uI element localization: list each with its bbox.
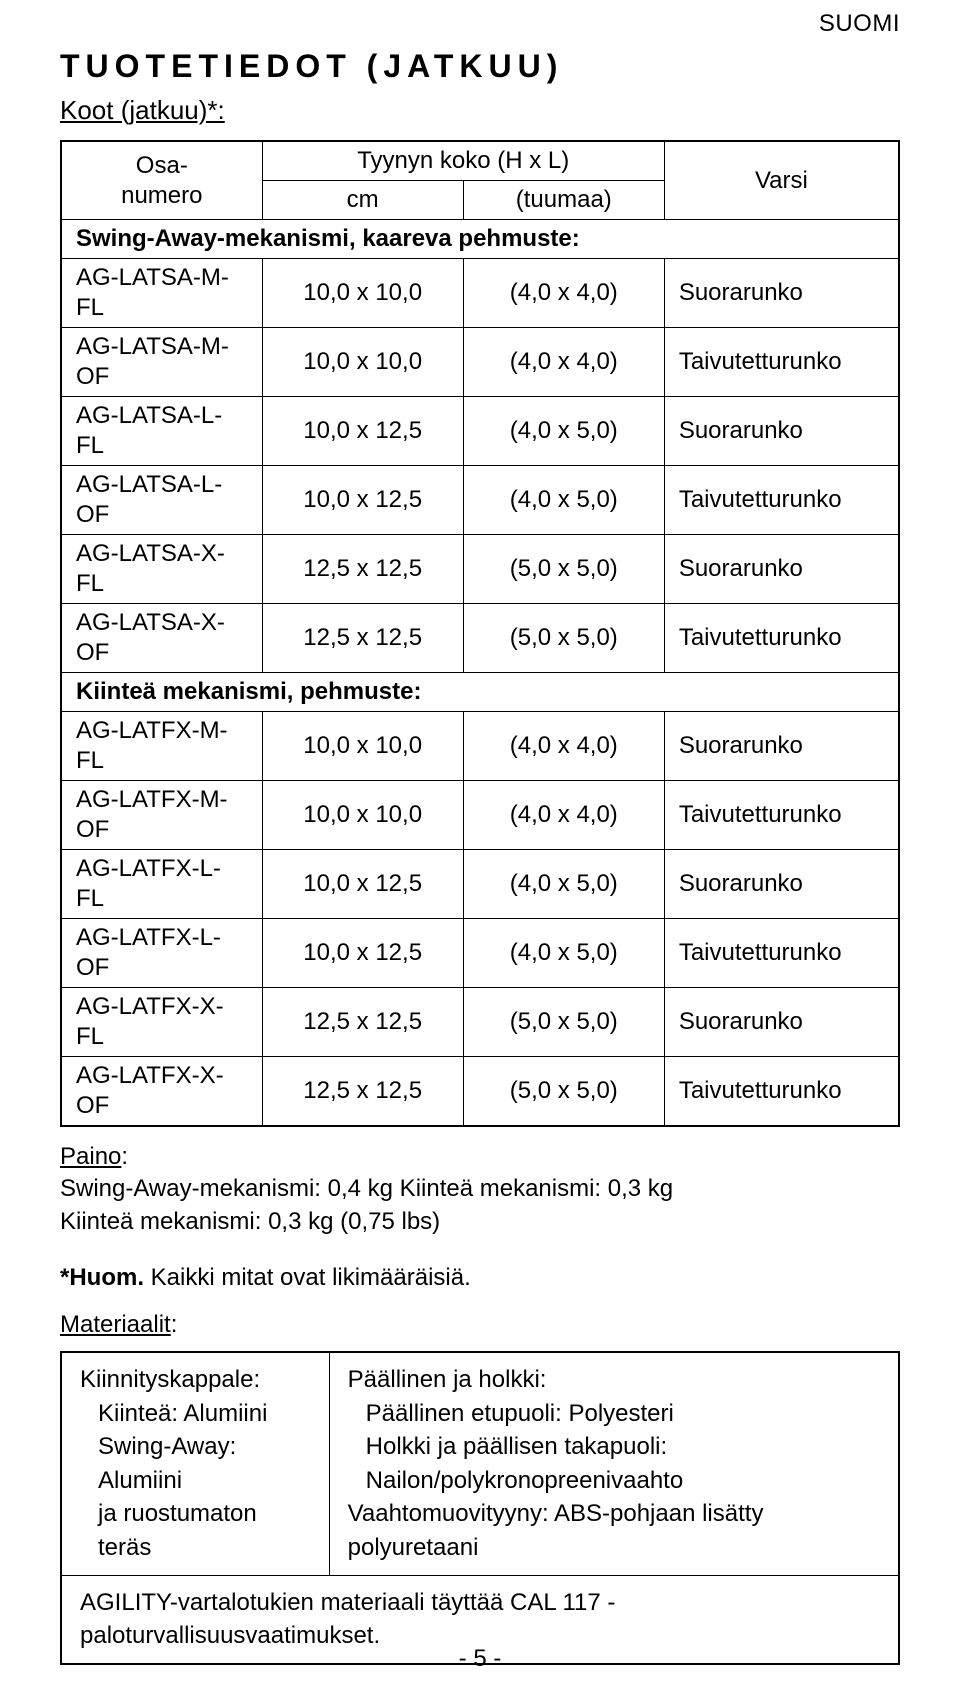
cell-arm: Taivutetturunko	[664, 781, 899, 850]
cell-cm: 12,5 x 12,5	[262, 604, 463, 673]
cell-in: (4,0 x 5,0)	[463, 466, 664, 535]
materials-left-title: Kiinnityskappale:	[80, 1366, 260, 1393]
cell-in: (4,0 x 5,0)	[463, 850, 664, 919]
cell-part: AG-LATFX-X-FL	[61, 988, 262, 1057]
page-number: - 5 -	[0, 1645, 960, 1673]
sizes-heading: Koot (jatkuu)*:	[60, 95, 900, 126]
th-part: Osa- numero	[61, 141, 262, 220]
cell-part: AG-LATFX-X-OF	[61, 1057, 262, 1127]
cell-in: (4,0 x 5,0)	[463, 919, 664, 988]
cell-in: (5,0 x 5,0)	[463, 535, 664, 604]
cell-in: (5,0 x 5,0)	[463, 1057, 664, 1127]
table-row: AG-LATSA-L-OF10,0 x 12,5(4,0 x 5,0)Taivu…	[61, 466, 899, 535]
cell-in: (4,0 x 4,0)	[463, 781, 664, 850]
th-size-group: Tyynyn koko (H x L)	[262, 141, 664, 181]
cell-cm: 10,0 x 12,5	[262, 850, 463, 919]
cell-arm: Suorarunko	[664, 397, 899, 466]
th-arm: Varsi	[664, 141, 899, 220]
cell-part: AG-LATSA-X-FL	[61, 535, 262, 604]
cell-cm: 10,0 x 12,5	[262, 466, 463, 535]
cell-cm: 12,5 x 12,5	[262, 535, 463, 604]
note-text: Kaikki mitat ovat likimääräisiä.	[144, 1264, 471, 1291]
cell-part: AG-LATSA-L-FL	[61, 397, 262, 466]
cell-cm: 12,5 x 12,5	[262, 988, 463, 1057]
cell-in: (5,0 x 5,0)	[463, 988, 664, 1057]
materials-right-item: Vaahtomuovityyny: ABS-pohjaan lisätty po…	[348, 1497, 880, 1564]
cell-arm: Taivutetturunko	[664, 919, 899, 988]
table-row: AG-LATSA-L-FL10,0 x 12,5(4,0 x 5,0)Suora…	[61, 397, 899, 466]
materials-left-item: Kiinteä: Alumiini	[80, 1397, 311, 1431]
cell-part: AG-LATSA-M-OF	[61, 328, 262, 397]
cell-arm: Suorarunko	[664, 712, 899, 781]
table-row: AG-LATFX-M-OF10,0 x 10,0(4,0 x 4,0)Taivu…	[61, 781, 899, 850]
cell-part: AG-LATFX-M-OF	[61, 781, 262, 850]
cell-arm: Taivutetturunko	[664, 604, 899, 673]
cell-in: (4,0 x 4,0)	[463, 712, 664, 781]
materials-left-cell: Kiinnityskappale: Kiinteä: Alumiini Swin…	[61, 1352, 329, 1575]
th-cm: cm	[262, 181, 463, 220]
cell-arm: Taivutetturunko	[664, 1057, 899, 1127]
weight-line1: Swing-Away-mekanismi: 0,4 kg Kiinteä mek…	[60, 1175, 673, 1202]
table-row: AG-LATSA-X-FL12,5 x 12,5(5,0 x 5,0)Suora…	[61, 535, 899, 604]
cell-part: AG-LATSA-X-OF	[61, 604, 262, 673]
table-row: AG-LATSA-M-OF10,0 x 10,0(4,0 x 4,0)Taivu…	[61, 328, 899, 397]
weight-label: Paino	[60, 1143, 121, 1170]
cell-cm: 10,0 x 12,5	[262, 919, 463, 988]
materials-heading: Materiaalit:	[60, 1309, 900, 1341]
cell-part: AG-LATSA-M-FL	[61, 259, 262, 328]
cell-arm: Suorarunko	[664, 988, 899, 1057]
weight-block: Paino: Swing-Away-mekanismi: 0,4 kg Kiin…	[60, 1141, 900, 1238]
table-row: AG-LATSA-M-FL10,0 x 10,0(4,0 x 4,0)Suora…	[61, 259, 899, 328]
cell-cm: 12,5 x 12,5	[262, 1057, 463, 1127]
cell-part: AG-LATFX-M-FL	[61, 712, 262, 781]
cell-cm: 10,0 x 12,5	[262, 397, 463, 466]
table-row: AG-LATFX-X-OF12,5 x 12,5(5,0 x 5,0)Taivu…	[61, 1057, 899, 1127]
table-section-title: Swing-Away-mekanismi, kaareva pehmuste:	[61, 220, 899, 259]
materials-table: Kiinnityskappale: Kiinteä: Alumiini Swin…	[60, 1351, 900, 1665]
cell-arm: Suorarunko	[664, 535, 899, 604]
cell-part: AG-LATFX-L-OF	[61, 919, 262, 988]
materials-right-item: Päällinen etupuoli: Polyesteri	[348, 1397, 880, 1431]
sizes-table: Osa- numero Tyynyn koko (H x L) Varsi cm…	[60, 140, 900, 1127]
materials-right-cell: Päällinen ja holkki: Päällinen etupuoli:…	[329, 1352, 899, 1575]
cell-arm: Suorarunko	[664, 259, 899, 328]
cell-cm: 10,0 x 10,0	[262, 781, 463, 850]
cell-in: (4,0 x 4,0)	[463, 259, 664, 328]
table-section-title: Kiinteä mekanismi, pehmuste:	[61, 673, 899, 712]
cell-part: AG-LATFX-L-FL	[61, 850, 262, 919]
cell-cm: 10,0 x 10,0	[262, 712, 463, 781]
materials-left-item: ja ruostumaton teräs	[80, 1497, 311, 1564]
materials-right-title: Päällinen ja holkki:	[348, 1366, 547, 1393]
language-tag: SUOMI	[819, 10, 900, 38]
cell-cm: 10,0 x 10,0	[262, 259, 463, 328]
cell-cm: 10,0 x 10,0	[262, 328, 463, 397]
cell-part: AG-LATSA-L-OF	[61, 466, 262, 535]
cell-in: (5,0 x 5,0)	[463, 604, 664, 673]
table-row: AG-LATSA-X-OF12,5 x 12,5(5,0 x 5,0)Taivu…	[61, 604, 899, 673]
table-row: AG-LATFX-L-FL10,0 x 12,5(4,0 x 5,0)Suora…	[61, 850, 899, 919]
table-row: AG-LATFX-L-OF10,0 x 12,5(4,0 x 5,0)Taivu…	[61, 919, 899, 988]
note-block: *Huom. Kaikki mitat ovat likimääräisiä.	[60, 1262, 900, 1294]
cell-arm: Suorarunko	[664, 850, 899, 919]
table-row: AG-LATFX-M-FL10,0 x 10,0(4,0 x 4,0)Suora…	[61, 712, 899, 781]
section-title: TUOTETIEDOT (JATKUU)	[60, 48, 900, 85]
cell-in: (4,0 x 4,0)	[463, 328, 664, 397]
th-in: (tuumaa)	[463, 181, 664, 220]
cell-in: (4,0 x 5,0)	[463, 397, 664, 466]
note-label: *Huom.	[60, 1264, 144, 1291]
materials-left-item: Swing-Away: Alumiini	[80, 1430, 311, 1497]
cell-arm: Taivutetturunko	[664, 328, 899, 397]
materials-label: Materiaalit	[60, 1311, 171, 1338]
table-row: AG-LATFX-X-FL12,5 x 12,5(5,0 x 5,0)Suora…	[61, 988, 899, 1057]
weight-line2: Kiinteä mekanismi: 0,3 kg (0,75 lbs)	[60, 1208, 440, 1235]
cell-arm: Taivutetturunko	[664, 466, 899, 535]
materials-right-item: Holkki ja päällisen takapuoli: Nailon/po…	[348, 1430, 880, 1497]
